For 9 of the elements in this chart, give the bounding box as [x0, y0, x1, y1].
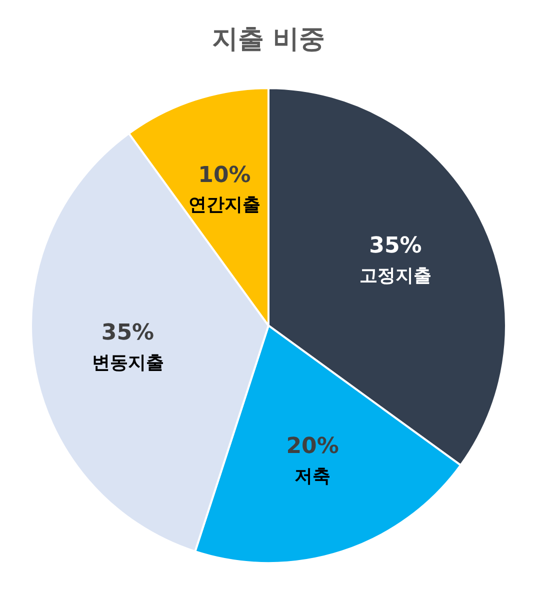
slice-label: 연간지출: [188, 194, 260, 216]
data-label: 35%: [101, 320, 154, 346]
data-label: 20%: [286, 434, 339, 459]
slice-label: 변동지출: [92, 352, 164, 374]
data-label: 35%: [369, 234, 422, 259]
chart-title: 지출 비중: [212, 24, 326, 54]
slice-label: 고정지출: [359, 266, 432, 287]
data-label: 10%: [198, 162, 251, 188]
slice-label: 저축: [294, 466, 331, 487]
